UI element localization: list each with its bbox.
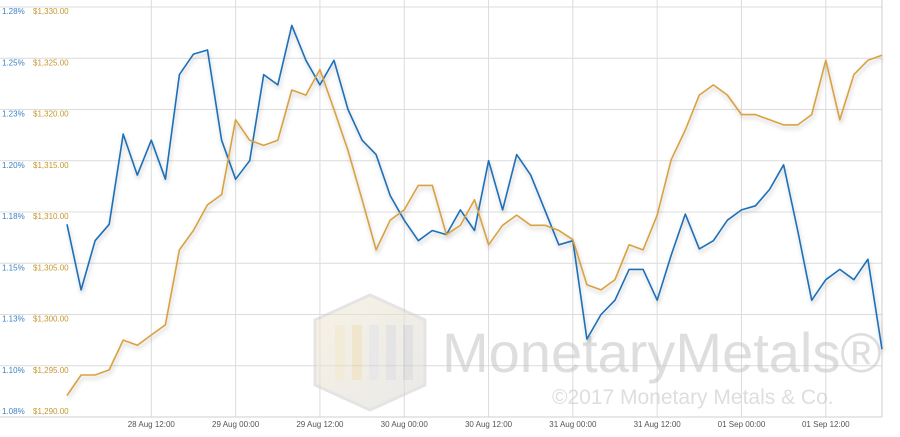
y2-tick-label: $1,320.00 [33,110,69,119]
y-tick-label: 1.15% [2,263,25,272]
y2-tick-label: $1,330.00 [33,7,69,16]
y-tick-label: 1.08% [2,407,25,416]
labels: 1.28% 1.25% 1.23% 1.20% 1.18% 1.15% 1.13% 1.10%… [2,7,850,429]
series-line [66,54,883,396]
logo-bar [403,325,413,380]
y-tick-label: 1.25% [2,58,25,67]
y-tick-label: 1.28% [2,7,25,16]
x-tick-label: 29 Aug 00:00 [212,420,260,429]
logo-bar [369,325,379,380]
y2-tick-label: $1,295.00 [33,366,69,375]
logo-bar [352,325,362,380]
y-tick-label: 1.13% [2,315,25,324]
x-tick-label: 31 Aug 00:00 [549,420,597,429]
x-tick-label: 28 Aug 12:00 [128,420,176,429]
x-tick-label: 30 Aug 12:00 [465,420,513,429]
x-tick-label: 31 Aug 12:00 [634,420,682,429]
logo-bar [335,325,345,380]
y-tick-label: 1.10% [2,366,25,375]
watermark-text: MonetaryMetals® [442,321,882,384]
watermark: MonetaryMetals® ©2017 Monetary Metals & … [313,293,882,412]
y2-tick-label: $1,300.00 [33,315,69,324]
lines [66,24,883,396]
y-tick-label: 1.18% [2,212,25,221]
y2-tick-label: $1,290.00 [33,407,69,416]
y2-tick-label: $1,310.00 [33,212,69,221]
x-tick-label: 29 Aug 12:00 [296,420,344,429]
series-line [66,24,883,350]
x-tick-label: 01 Sep 00:00 [718,420,766,429]
y-tick-label: 1.23% [2,110,25,119]
x-tick-label: 30 Aug 00:00 [381,420,429,429]
y2-tick-label: $1,305.00 [33,263,69,272]
x-tick-label: 01 Sep 12:00 [802,420,850,429]
y2-tick-label: $1,315.00 [33,161,69,170]
y-tick-label: 1.20% [2,161,25,170]
logo-bar [386,325,396,380]
watermark-copyright: ©2017 Monetary Metals & Co. [552,386,834,409]
y2-tick-label: $1,325.00 [33,58,69,67]
